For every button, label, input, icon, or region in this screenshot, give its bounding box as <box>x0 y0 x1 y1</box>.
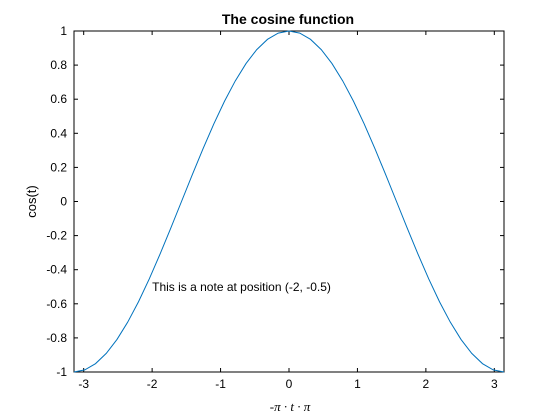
y-tick-label: 0 <box>60 195 67 209</box>
annotation-note: This is a note at position (-2, -0.5) <box>152 280 331 294</box>
plot-area-frame <box>73 30 505 373</box>
y-tick-label: 0.2 <box>50 160 67 174</box>
y-tick-label: 0.8 <box>50 58 67 72</box>
y-tick-label: -0.8 <box>46 331 67 345</box>
x-tick-label: 3 <box>491 377 498 391</box>
x-tick-label: 1 <box>354 377 361 391</box>
y-tick-label: 1 <box>60 24 67 38</box>
x-tick-label: -2 <box>147 377 158 391</box>
y-tick-label: 0.6 <box>50 92 67 106</box>
x-tick-label: 0 <box>286 377 293 391</box>
y-axis-label: cos(t) <box>24 185 39 218</box>
y-tick-label: -0.4 <box>46 263 67 277</box>
y-axis: -1 -0.8 -0.6 -0.4 -0.2 0 0.2 0.4 0.6 0.8 1 <box>46 24 504 379</box>
x-axis-label: -π · t · π <box>270 399 311 414</box>
x-tick-label: 2 <box>423 377 430 391</box>
x-tick-label: -1 <box>215 377 226 391</box>
chart-title: The cosine function <box>222 11 354 27</box>
y-tick-label: -0.6 <box>46 297 67 311</box>
cosine-series-line <box>73 30 505 373</box>
y-tick-label: -0.2 <box>46 229 67 243</box>
x-axis: -3 -2 -1 0 1 2 3 <box>78 31 498 391</box>
x-tick-label: -3 <box>78 377 89 391</box>
y-tick-label: 0.4 <box>50 126 67 140</box>
y-tick-label: -1 <box>56 365 67 379</box>
